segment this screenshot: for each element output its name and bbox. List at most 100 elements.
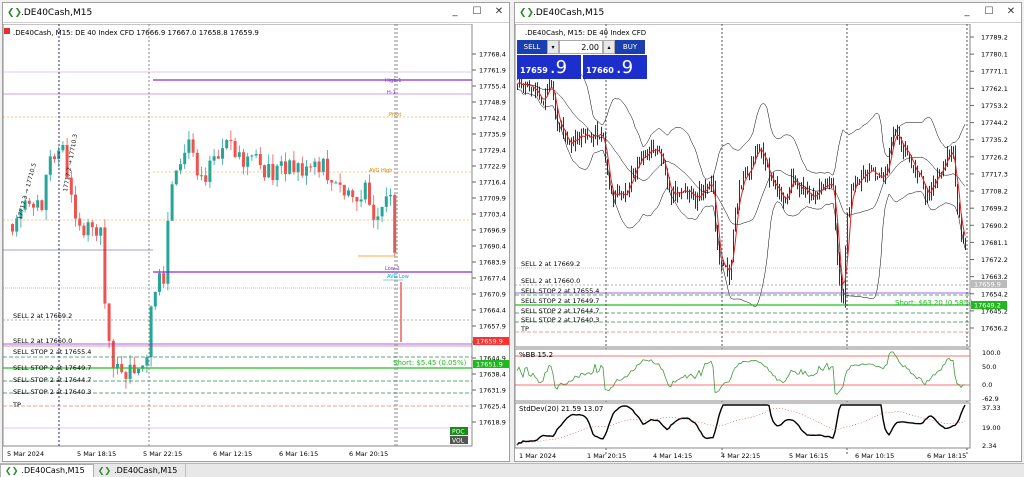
- left-order-line-label[interactable]: SELL 2 at 17660.0: [13, 337, 72, 345]
- left-candle-body: [288, 160, 292, 174]
- minimize-icon[interactable]: _: [452, 6, 458, 17]
- left-time-label: 6 Mar 12:15: [213, 450, 252, 458]
- left-candle-body: [321, 158, 325, 173]
- volume-decrease-arrow-icon[interactable]: ▾: [547, 40, 559, 54]
- left-time-label: 6 Mar 20:15: [349, 450, 388, 458]
- right-chart-window[interactable]: ❮❯ .DE40Cash,M15 _ ☐ ✕ .DE40Cash, M15: D…: [514, 2, 1022, 462]
- tab-chart-2[interactable]: ❮❯ .DE40Cash,M15: [94, 464, 187, 477]
- left-order-line-label[interactable]: SELL STOP 2 at 17655.4: [13, 348, 91, 356]
- left-chart-area[interactable]: 17717.3 → 17710.5 17717.2 → 17710.3 .DE4…: [3, 23, 509, 462]
- left-candle-body: [376, 216, 380, 220]
- right-price-label: 17753.2: [981, 102, 1008, 110]
- left-candle-body: [86, 222, 90, 236]
- level-label-pivot: Pivot: [389, 112, 401, 118]
- vol-badge[interactable]: [450, 436, 468, 444]
- maximize-icon[interactable]: ☐: [472, 6, 482, 17]
- left-order-line-label[interactable]: TP: [12, 401, 21, 409]
- left-candle-body: [338, 182, 342, 185]
- left-price-label: 17716.4: [479, 179, 506, 187]
- left-candle-body: [95, 227, 98, 236]
- left-candle-body: [393, 194, 397, 253]
- left-info-icon-1: [4, 28, 10, 34]
- stddev-scale-label: 37.33: [982, 404, 1001, 412]
- right-chart-svg[interactable]: .DE40Cash, M15: DE 40 Index CFD SELL 2 a…: [515, 23, 1021, 462]
- left-info-line: .DE40Cash, M15: DE 40 Index CFD 17666.9 …: [13, 29, 259, 37]
- minimize-icon[interactable]: _: [964, 6, 970, 17]
- left-candle-body: [200, 175, 203, 177]
- left-candle-body: [317, 161, 321, 173]
- left-candle-body: [179, 164, 182, 171]
- right-price-label: 17771.1: [981, 68, 1008, 76]
- left-candle-body: [246, 156, 250, 167]
- right-window-titlebar[interactable]: ❮❯ .DE40Cash,M15 _ ☐ ✕: [515, 3, 1021, 23]
- left-candle-body: [78, 218, 82, 226]
- left-candle-body: [11, 224, 14, 232]
- left-order-line-label[interactable]: SELL STOP 2 at 17640.3: [13, 388, 91, 396]
- right-order-line-label[interactable]: SELL STOP 2 at 17644.7: [521, 307, 599, 315]
- right-price-label: 17681.1: [981, 239, 1008, 247]
- right-order-line-label[interactable]: TP: [520, 325, 529, 333]
- left-candle-body: [48, 156, 52, 175]
- buy-price-box[interactable]: 17660 .9: [583, 55, 647, 79]
- right-order-line-label[interactable]: SELL STOP 2 at 17655.4: [521, 287, 599, 295]
- chart-app-icon: ❮❯: [519, 7, 535, 18]
- left-price-label: 17703.4: [479, 211, 506, 219]
- left-candle-body: [74, 194, 77, 219]
- tab-chart-1-label: .DE40Cash,M15: [21, 466, 85, 475]
- left-candle-body: [351, 190, 355, 198]
- volume-input[interactable]: 2.00: [559, 40, 603, 54]
- right-short-position-label[interactable]: Short: $63.20 (0.58%): [895, 299, 973, 307]
- left-candle-body: [271, 164, 275, 181]
- right-order-line-label[interactable]: SELL STOP 2 at 17649.7: [521, 297, 599, 305]
- level-label-high-1: High-1: [385, 78, 401, 84]
- left-candle-body: [359, 199, 363, 202]
- maximize-icon[interactable]: ☐: [984, 6, 994, 17]
- right-price-label: 17726.2: [981, 153, 1008, 161]
- left-short-position-label[interactable]: Short: $5.45 (0.05%): [393, 359, 467, 367]
- left-candle-body: [284, 161, 287, 174]
- tab-chart-1[interactable]: ❮❯ .DE40Cash,M15: [0, 464, 94, 477]
- right-price-label: 17654.2: [981, 290, 1008, 298]
- left-price-label: 17748.9: [479, 99, 506, 107]
- left-window-titlebar[interactable]: ❮❯ .DE40Cash,M15 _ ☐ ✕: [3, 3, 509, 23]
- left-order-line-label[interactable]: SELL STOP 2 at 17649.7: [13, 364, 91, 372]
- one-click-trade-panel[interactable]: SELL ▾ 2.00 ▴ BUY 17659 .9 17660 .9: [517, 40, 647, 80]
- right-chart-area[interactable]: .DE40Cash, M15: DE 40 Index CFD SELL 2 a…: [515, 23, 1021, 462]
- volume-increase-arrow-icon[interactable]: ▴: [603, 40, 615, 54]
- left-candle-body: [242, 152, 245, 167]
- sell-button[interactable]: SELL: [517, 40, 547, 54]
- buy-button[interactable]: BUY: [615, 40, 645, 54]
- left-price-label: 17735.9: [479, 131, 506, 139]
- left-chart-window[interactable]: ❮❯ .DE40Cash,M15 _ ☐ ✕ 17717.3 → 17710.5…: [2, 2, 510, 462]
- left-candle-body: [389, 194, 392, 197]
- left-price-label: 17729.4: [479, 147, 506, 155]
- left-candle-body: [233, 141, 237, 157]
- left-price-label: 17690.4: [479, 243, 506, 251]
- left-candle-body: [19, 209, 23, 219]
- left-candle-body: [384, 196, 388, 207]
- left-price-label: 17644.9: [479, 355, 506, 363]
- close-icon[interactable]: ✕: [1006, 6, 1016, 17]
- left-candle-body: [300, 163, 304, 176]
- left-candle-body: [124, 372, 128, 379]
- poc-badge[interactable]: [450, 427, 468, 435]
- right-order-line-label[interactable]: SELL STOP 2 at 17640.3: [521, 316, 599, 324]
- pctb-pane: [515, 348, 971, 402]
- left-order-line-label[interactable]: SELL 2 at 17669.2: [13, 312, 72, 320]
- sell-price-box[interactable]: 17659 .9: [517, 55, 581, 79]
- close-icon[interactable]: ✕: [494, 6, 504, 17]
- left-price-label: 17657.9: [479, 323, 506, 331]
- right-red-ma-line: [516, 82, 966, 285]
- left-candle-body: [191, 139, 195, 153]
- right-order-line-label[interactable]: SELL 2 at 17660.0: [521, 277, 580, 285]
- right-order-line-label[interactable]: SELL 2 at 17669.2: [521, 260, 580, 268]
- left-chart-svg[interactable]: 17717.3 → 17710.5 17717.2 → 17710.3 .DE4…: [3, 23, 509, 462]
- level-label-h1: H-1: [387, 90, 396, 96]
- right-info-line: .DE40Cash, M15: DE 40 Index CFD: [525, 29, 646, 37]
- left-price-label: 17625.4: [479, 403, 506, 411]
- left-time-label: 5 Mar 18:15: [77, 450, 116, 458]
- left-candle-body: [44, 174, 48, 211]
- left-candle-body: [363, 182, 367, 200]
- right-time-label: 4 Mar 22:15: [721, 452, 760, 460]
- left-order-line-label[interactable]: SELL STOP 2 at 17644.7: [13, 376, 91, 384]
